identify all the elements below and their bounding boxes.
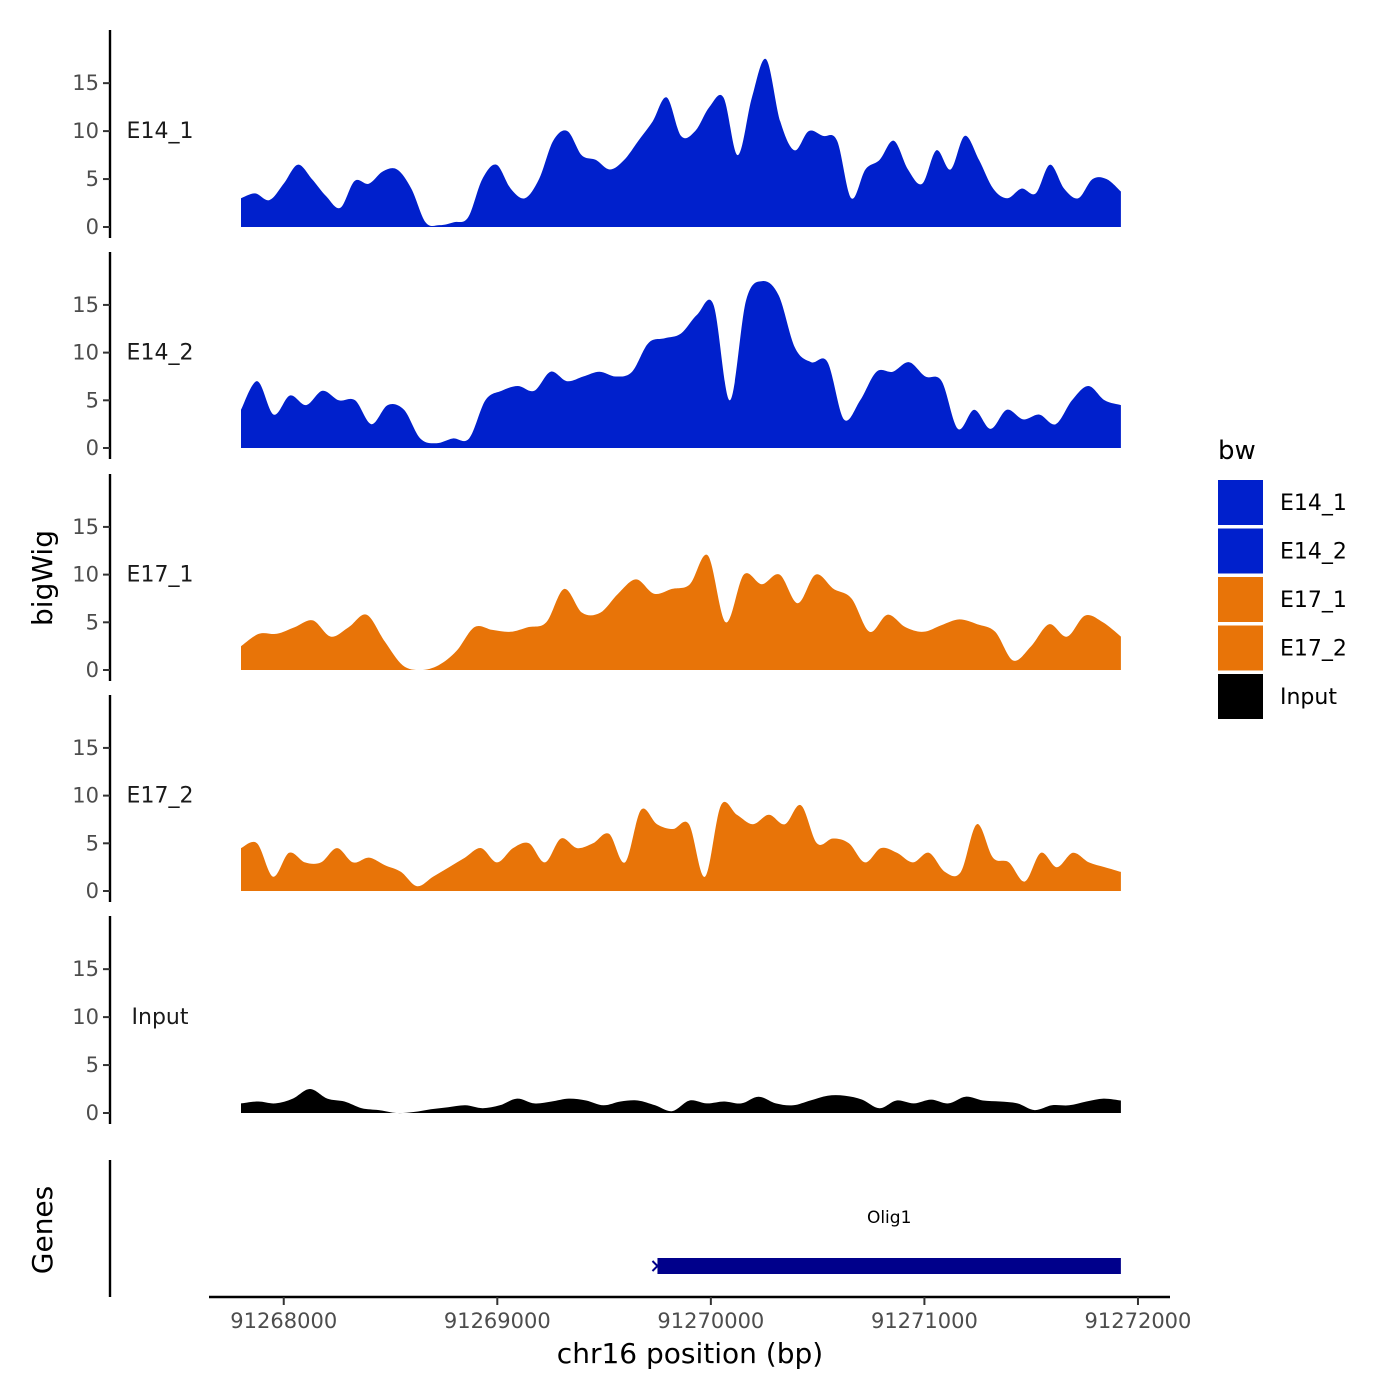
track-label: E14_2: [127, 340, 194, 365]
track-label: Input: [132, 1005, 189, 1030]
gene-label: Olig1: [867, 1208, 911, 1228]
coverage-tracks: 0 5 10 15 E14_1 0 5 10 15 E14_2 0 5 10 15 E17_1 0 5 10 15 E…: [72, 30, 1121, 1125]
x-tick-label: 91270000: [657, 1309, 764, 1333]
y-tick-label: 5: [86, 831, 99, 855]
y-tick-label: 10: [72, 1005, 99, 1029]
legend-label: E17_2: [1280, 637, 1347, 662]
y-tick-label: 5: [86, 610, 99, 634]
y-tick-label: 15: [72, 71, 99, 95]
y-tick-label: 0: [86, 1101, 99, 1125]
track-label: E14_1: [127, 119, 194, 144]
gene-strand-marker: [651, 1260, 659, 1272]
track-e14-2: 0 5 10 15 E14_2: [72, 252, 1121, 460]
coverage-area-e17-1: [241, 554, 1121, 670]
legend-swatch: [1218, 674, 1263, 719]
x-axis-title: chr16 position (bp): [557, 1337, 823, 1370]
track-e17-2: 0 5 10 15 E17_2: [72, 695, 1121, 903]
x-axis: 91268000 91269000 91270000 91271000 91272000: [209, 1295, 1192, 1333]
gene-track: Olig1: [108, 1160, 1121, 1297]
coverage-area-e14-1: [241, 58, 1121, 228]
legend: bw E14_1 E14_2 E17_1 E17_2 Input: [1218, 436, 1347, 719]
y-tick-label: 15: [72, 736, 99, 760]
legend-swatch: [1218, 480, 1263, 525]
y-tick-label: 5: [86, 388, 99, 412]
y-tick-label: 15: [72, 293, 99, 317]
y-tick-label: 0: [86, 879, 99, 903]
y-tick-label: 0: [86, 658, 99, 682]
x-tick-label: 91271000: [871, 1309, 978, 1333]
track-label: E17_1: [127, 562, 194, 587]
y-tick-label: 15: [72, 957, 99, 981]
x-tick-label: 91268000: [230, 1309, 337, 1333]
x-tick-label: 91272000: [1085, 1309, 1192, 1333]
gene-body: [657, 1258, 1121, 1274]
y-tick-label: 10: [72, 563, 99, 587]
y-tick-label: 5: [86, 167, 99, 191]
legend-label: E17_1: [1280, 588, 1347, 613]
coverage-area-input: [241, 1089, 1121, 1114]
legend-label: E14_1: [1280, 491, 1347, 516]
coverage-area-e14-2: [241, 281, 1121, 448]
y-tick-label: 0: [86, 215, 99, 239]
legend-swatch: [1218, 577, 1263, 622]
track-e17-1: 0 5 10 15 E17_1: [72, 474, 1121, 682]
legend-title: bw: [1218, 436, 1256, 466]
legend-swatch: [1218, 625, 1263, 671]
x-tick-label: 91269000: [444, 1309, 551, 1333]
legend-swatch: [1218, 528, 1263, 574]
track-e14-1: 0 5 10 15 E14_1: [72, 30, 1121, 239]
coverage-area-e17-2: [241, 801, 1121, 891]
legend-label: Input: [1280, 685, 1337, 710]
y-axis-title: bigWig: [26, 530, 59, 626]
legend-label: E14_2: [1280, 540, 1347, 565]
y-tick-label: 10: [72, 119, 99, 143]
track-input: 0 5 10 15 Input: [72, 916, 1121, 1125]
y-tick-label: 0: [86, 436, 99, 460]
y-tick-label: 15: [72, 515, 99, 539]
genes-axis-title: Genes: [26, 1186, 59, 1274]
y-tick-label: 10: [72, 341, 99, 365]
y-tick-label: 10: [72, 784, 99, 808]
y-tick-label: 5: [86, 1053, 99, 1077]
track-label: E17_2: [127, 783, 194, 808]
